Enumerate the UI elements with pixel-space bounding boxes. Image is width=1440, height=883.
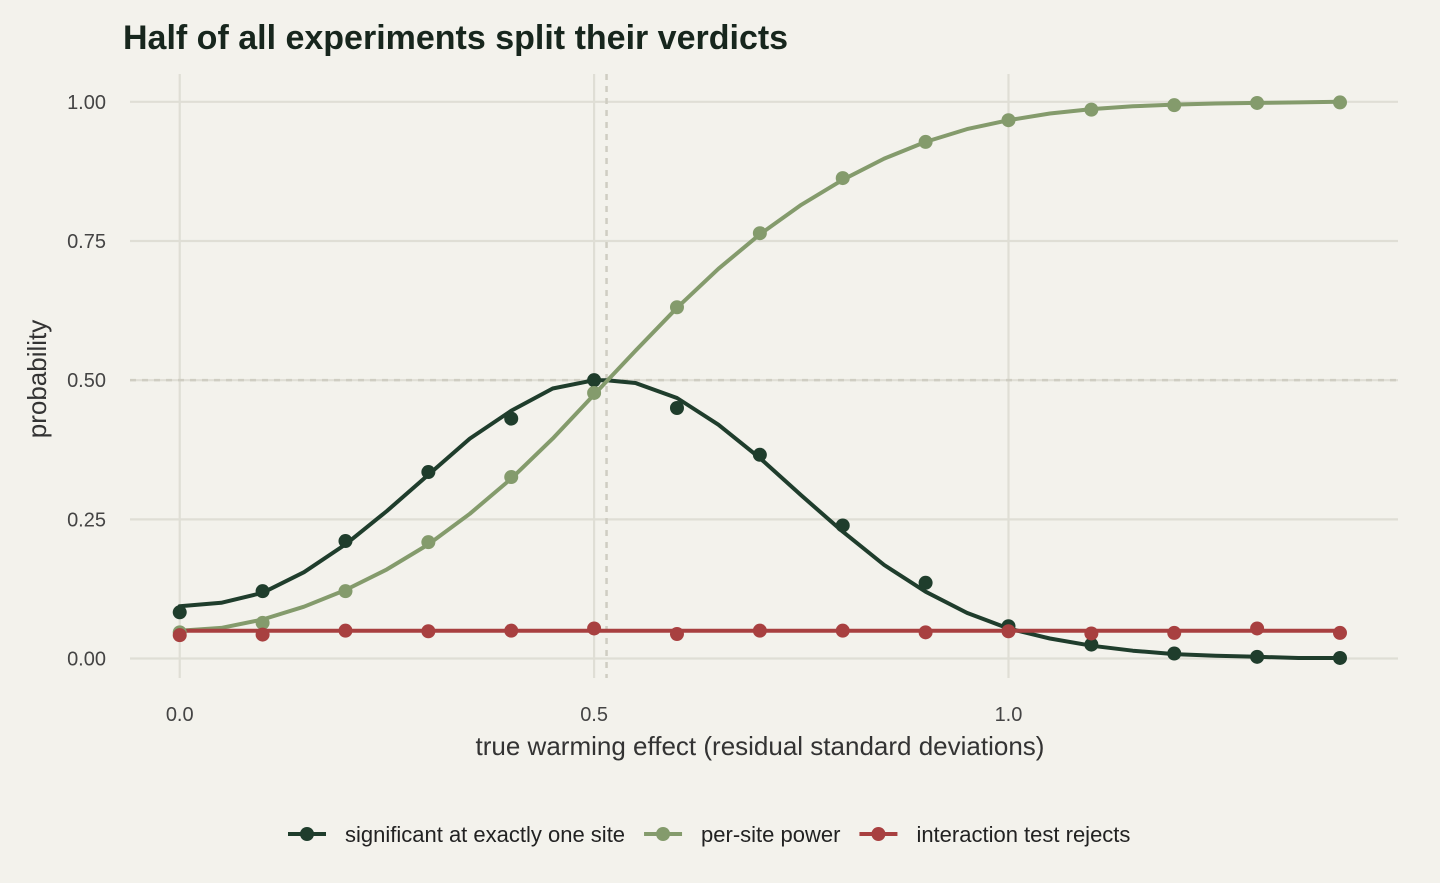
series-2-point-12 bbox=[1167, 625, 1182, 640]
chart-title: Half of all experiments split their verd… bbox=[123, 19, 788, 57]
series-1-point-9 bbox=[918, 134, 933, 149]
legend-key-point-0 bbox=[300, 827, 314, 841]
series-1-point-8 bbox=[835, 171, 850, 186]
series-0-point-11 bbox=[1084, 637, 1099, 652]
series-2-point-2 bbox=[338, 623, 353, 638]
series-1-point-5 bbox=[587, 385, 602, 400]
y-tick-label-1: 0.25 bbox=[67, 509, 106, 531]
series-0-point-13 bbox=[1250, 649, 1265, 664]
series-0-point-3 bbox=[421, 465, 436, 480]
series-2-point-0 bbox=[172, 628, 187, 643]
series-0-point-8 bbox=[835, 518, 850, 533]
y-tick-label-3: 0.75 bbox=[67, 231, 106, 253]
series-0-point-6 bbox=[669, 401, 684, 416]
grid bbox=[130, 74, 1398, 678]
series-1-point-12 bbox=[1167, 98, 1182, 113]
series-2-point-8 bbox=[835, 623, 850, 638]
series-1-point-1 bbox=[255, 615, 270, 630]
series-2-point-6 bbox=[669, 627, 684, 642]
legend-label-2: interaction test rejects bbox=[916, 822, 1130, 847]
series-line-0 bbox=[177, 378, 1342, 660]
x-tick-label-2: 1.0 bbox=[995, 704, 1023, 726]
series-0-point-5 bbox=[587, 373, 602, 388]
y-axis-title: probability bbox=[22, 320, 52, 439]
series-0-point-9 bbox=[918, 575, 933, 590]
series-1-point-4 bbox=[504, 470, 519, 485]
series-2-point-11 bbox=[1084, 626, 1099, 641]
series-2-point-13 bbox=[1250, 621, 1265, 636]
x-axis-title: true warming effect (residual standard d… bbox=[476, 731, 1045, 761]
series-1-point-13 bbox=[1250, 95, 1265, 110]
series-2-point-14 bbox=[1332, 625, 1347, 640]
series-0-point-4 bbox=[504, 411, 519, 426]
series-2-point-4 bbox=[504, 623, 519, 638]
series-2-point-1 bbox=[255, 627, 270, 642]
tick-labels: 0.0 0.5 1.0 0.00 0.25 0.50 0.75 1.00 bbox=[67, 92, 1022, 726]
legend-label-0: significant at exactly one site bbox=[345, 822, 625, 847]
series-1-point-3 bbox=[421, 535, 436, 550]
series-0-point-0 bbox=[172, 605, 187, 620]
series-0-point-1 bbox=[255, 584, 270, 599]
series-2-point-10 bbox=[1001, 624, 1016, 639]
series-2-point-9 bbox=[918, 625, 933, 640]
y-tick-label-4: 1.00 bbox=[67, 92, 106, 114]
series-1-point-14 bbox=[1332, 95, 1347, 110]
series-0-point-14 bbox=[1332, 650, 1347, 665]
series-layer bbox=[172, 95, 1347, 665]
y-tick-label-2: 0.50 bbox=[67, 370, 106, 392]
legend-label-1: per-site power bbox=[701, 822, 840, 847]
reference-lines bbox=[130, 74, 1398, 678]
series-1-point-7 bbox=[752, 226, 767, 241]
series-1-point-6 bbox=[669, 300, 684, 315]
series-1-point-11 bbox=[1084, 102, 1099, 117]
series-1-point-2 bbox=[338, 584, 353, 599]
series-0-point-12 bbox=[1167, 646, 1182, 661]
legend-key-point-1 bbox=[656, 827, 671, 841]
series-0-point-2 bbox=[338, 534, 353, 549]
series-2-point-3 bbox=[421, 624, 436, 639]
legend-key-point-2 bbox=[871, 827, 886, 841]
series-1-point-10 bbox=[1001, 113, 1016, 128]
series-2-point-7 bbox=[752, 623, 767, 638]
y-tick-label-0: 0.00 bbox=[67, 649, 106, 671]
series-0-point-7 bbox=[752, 447, 767, 462]
series-line-1 bbox=[177, 99, 1342, 633]
series-2-point-5 bbox=[587, 621, 602, 636]
legend: significant at exactly one site per-site … bbox=[288, 822, 1130, 847]
x-tick-label-1: 0.5 bbox=[580, 704, 608, 726]
x-tick-label-0: 0.0 bbox=[166, 704, 194, 726]
